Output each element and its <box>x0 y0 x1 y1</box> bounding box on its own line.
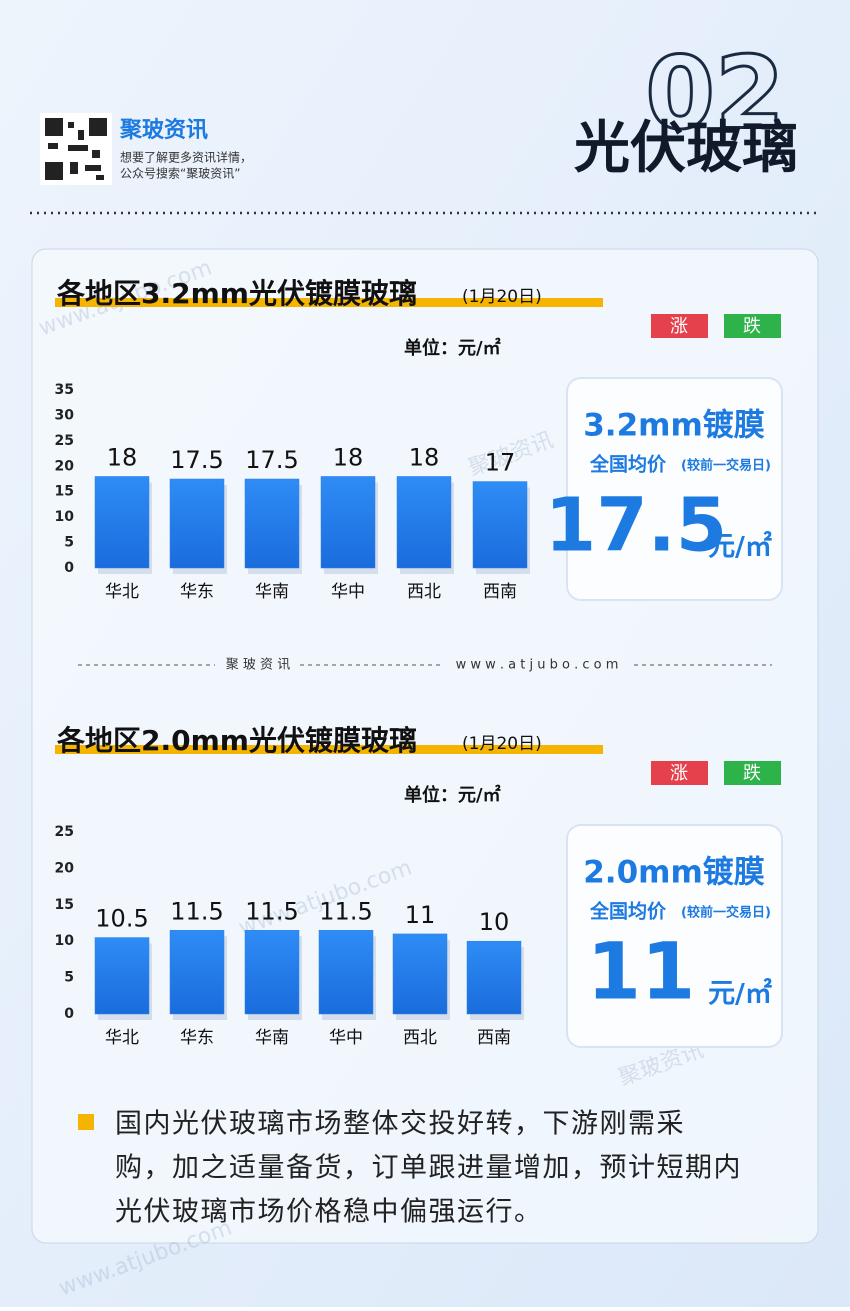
summary-title: 2.0mm镀膜 <box>583 855 765 891</box>
y-tick-label: 0 <box>64 1006 74 1022</box>
legend-swatch <box>724 314 781 338</box>
divider-text: w w w . a t j u b o . c o m <box>456 658 619 673</box>
y-tick-label: 15 <box>55 484 74 500</box>
bar <box>244 930 300 1015</box>
value-label: 18 <box>333 443 364 471</box>
value-label: 17 <box>485 449 516 477</box>
summary-note: (较前一交易日) <box>681 458 771 474</box>
y-tick-label: 15 <box>55 897 74 913</box>
summary-box <box>566 824 783 1048</box>
chart-date: (1月20日) <box>462 287 542 307</box>
summary-title: 3.2mm镀膜 <box>583 408 765 444</box>
summary-unit: 元/㎡ <box>708 978 772 1010</box>
value-label: 11.5 <box>245 897 298 925</box>
x-tick-label: 华东 <box>180 1028 214 1048</box>
tagline: 想要了解更多资讯详情， <box>120 150 252 165</box>
bar <box>396 476 452 569</box>
y-tick-label: 5 <box>64 970 74 986</box>
x-tick-label: 华北 <box>105 1028 139 1048</box>
x-tick-label: 西北 <box>407 582 441 602</box>
x-tick-label: 华北 <box>105 582 139 602</box>
summary-value: 17.5 <box>545 483 728 569</box>
bar <box>169 930 225 1015</box>
tagline: 公众号搜索“聚玻资讯” <box>120 166 240 181</box>
title-underline <box>55 745 603 754</box>
x-tick-label: 华南 <box>255 1028 289 1048</box>
x-tick-label: 西南 <box>483 582 517 602</box>
legend-swatch <box>651 314 708 338</box>
bar <box>244 478 300 569</box>
y-tick-label: 0 <box>64 560 74 576</box>
unit: 单位：元/㎡ <box>404 337 501 359</box>
summary-box <box>566 377 783 601</box>
bar <box>472 481 528 569</box>
value-label: 18 <box>107 443 138 471</box>
summary-unit: 元/㎡ <box>708 531 772 563</box>
legend-label: 跌 <box>743 763 761 784</box>
summary-note: (较前一交易日) <box>681 905 771 921</box>
value-label: 18 <box>409 443 440 471</box>
note-line: 购，加之适量备货，订单跟进量增加，预计短期内 <box>115 1153 742 1184</box>
legend-label: 涨 <box>670 763 688 784</box>
y-tick-label: 25 <box>55 433 74 449</box>
x-tick-label: 西北 <box>403 1028 437 1048</box>
legend-label: 涨 <box>670 316 688 337</box>
y-tick-label: 5 <box>64 535 74 551</box>
y-tick-label: 35 <box>55 382 74 398</box>
summary-value: 11 <box>587 927 696 1017</box>
legend-swatch <box>724 761 781 785</box>
x-tick-label: 华南 <box>255 582 289 602</box>
value-label: 11 <box>405 901 436 929</box>
title-underline <box>55 298 603 307</box>
bar <box>94 476 150 569</box>
legend-label: 跌 <box>743 316 761 337</box>
note-bullet <box>78 1114 94 1130</box>
x-tick-label: 西南 <box>477 1028 511 1048</box>
value-label: 10.5 <box>95 905 148 933</box>
bar <box>466 940 522 1015</box>
note-line: 光伏玻璃市场价格稳中偏强运行。 <box>115 1197 543 1228</box>
chart-title: 各地区3.2mm光伏镀膜玻璃 <box>56 277 417 310</box>
x-tick-label: 华东 <box>180 582 214 602</box>
section-title: 光伏玻璃 <box>574 116 798 181</box>
unit: 单位：元/㎡ <box>404 784 501 806</box>
bar <box>392 933 448 1015</box>
y-tick-label: 20 <box>55 860 75 876</box>
y-tick-label: 10 <box>55 933 75 949</box>
value-label: 17.5 <box>245 446 298 474</box>
value-label: 11.5 <box>319 897 372 925</box>
summary-label: 全国均价 <box>589 453 667 476</box>
x-tick-label: 华中 <box>329 1028 363 1048</box>
bar <box>318 930 374 1015</box>
bar <box>320 476 376 569</box>
note-line: 国内光伏玻璃市场整体交投好转，下游刚需采 <box>115 1109 685 1140</box>
y-tick-label: 30 <box>55 407 75 423</box>
x-tick-label: 华中 <box>331 582 365 602</box>
y-tick-label: 25 <box>55 824 74 840</box>
section-number: 02 <box>645 34 784 151</box>
value-label: 10 <box>479 908 510 936</box>
value-label: 11.5 <box>170 897 223 925</box>
bar <box>94 937 150 1015</box>
chart-title: 各地区2.0mm光伏镀膜玻璃 <box>56 724 417 757</box>
legend-swatch <box>651 761 708 785</box>
value-label: 17.5 <box>170 446 223 474</box>
bar <box>169 478 225 569</box>
divider-text: 聚 玻 资 讯 <box>226 658 290 673</box>
summary-label: 全国均价 <box>589 900 667 923</box>
brand: 聚玻资讯 <box>119 118 208 143</box>
chart-date: (1月20日) <box>462 734 542 754</box>
y-tick-label: 10 <box>55 509 75 525</box>
qr-code <box>45 118 107 180</box>
y-tick-label: 20 <box>55 458 75 474</box>
